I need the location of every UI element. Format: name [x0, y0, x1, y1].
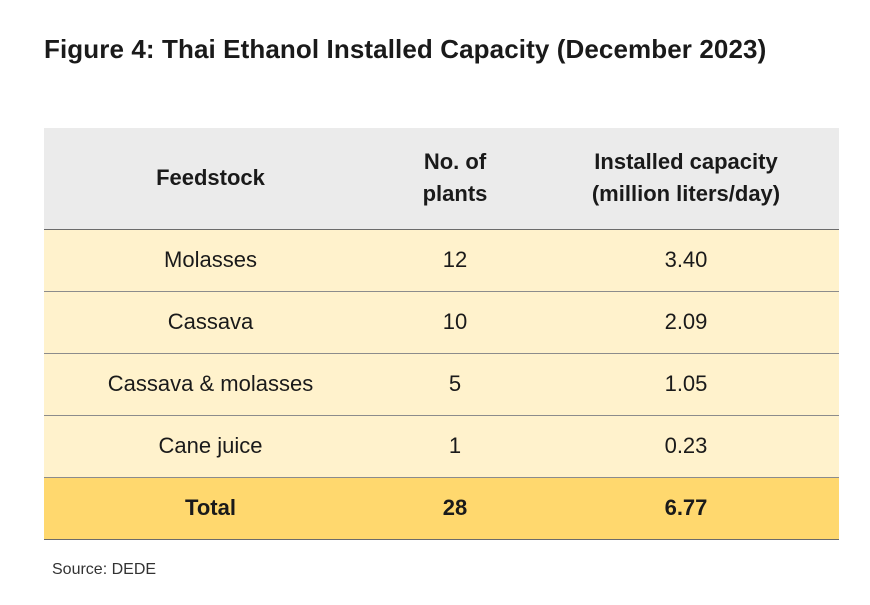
header-capacity: Installed capacity (million liters/day) — [533, 128, 839, 230]
header-feedstock-label: Feedstock — [156, 165, 265, 191]
header-plants: No. of plants — [377, 128, 533, 230]
header-capacity-line2: (million liters/day) — [591, 181, 781, 207]
cell-feedstock: Cassava & molasses — [44, 353, 377, 416]
figure-title: Figure 4: Thai Ethanol Installed Capacit… — [44, 34, 767, 64]
cell-capacity: 0.23 — [533, 415, 839, 478]
cell-plants: 10 — [377, 291, 533, 354]
table-row: Cassava 10 2.09 — [44, 291, 839, 354]
header-feedstock: Feedstock — [44, 128, 377, 230]
capacity-table: Feedstock No. of plants Installed capaci… — [44, 128, 839, 540]
cell-feedstock: Cassava — [44, 291, 377, 354]
total-label: Total — [44, 477, 377, 540]
total-capacity: 6.77 — [533, 477, 839, 540]
cell-feedstock: Molasses — [44, 229, 377, 292]
total-row: Total 28 6.77 — [44, 477, 839, 540]
header-plants-line1: No. of — [423, 149, 487, 175]
cell-plants: 5 — [377, 353, 533, 416]
header-capacity-line1: Installed capacity — [594, 149, 778, 175]
cell-capacity: 3.40 — [533, 229, 839, 292]
cell-feedstock: Cane juice — [44, 415, 377, 478]
cell-plants: 1 — [377, 415, 533, 478]
cell-plants: 12 — [377, 229, 533, 292]
table-row: Molasses 12 3.40 — [44, 229, 839, 292]
table-row: Cane juice 1 0.23 — [44, 415, 839, 478]
cell-capacity: 1.05 — [533, 353, 839, 416]
table-header-row: Feedstock No. of plants Installed capaci… — [44, 128, 839, 230]
source-note: Source: DEDE — [52, 561, 157, 578]
cell-capacity: 2.09 — [533, 291, 839, 354]
header-plants-line2: plants — [422, 181, 488, 207]
total-plants: 28 — [377, 477, 533, 540]
table-row: Cassava & molasses 5 1.05 — [44, 353, 839, 416]
